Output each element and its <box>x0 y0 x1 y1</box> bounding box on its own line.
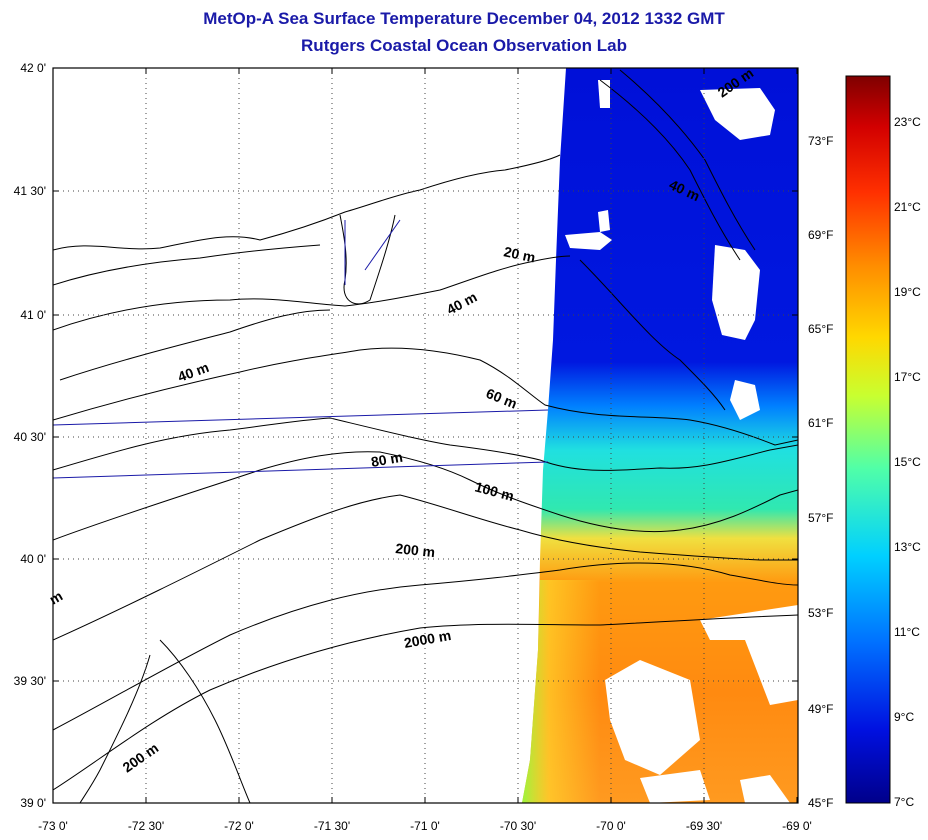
lon-label: -69 30' <box>686 819 722 833</box>
coastline-contours <box>53 69 798 803</box>
map-title: MetOp-A Sea Surface Temperature December… <box>203 9 725 28</box>
latitude-labels: 42 0' 41 30' 41 0' 40 30' 40 0' 39 30' 3… <box>14 61 46 810</box>
fahrenheit-label: 69°F <box>808 228 833 242</box>
lon-label: -69 0' <box>782 819 812 833</box>
celsius-label: 13°C <box>894 540 921 554</box>
celsius-label: 7°C <box>894 795 914 809</box>
depth-label: 40 m <box>444 289 480 318</box>
colorbar-celsius-labels: 23°C 21°C 19°C 17°C 15°C 13°C 11°C 9°C 7… <box>894 115 921 809</box>
axis-ticks <box>52 68 798 803</box>
lat-label: 39 0' <box>20 796 46 810</box>
lon-label: -71 0' <box>410 819 440 833</box>
lat-label: 39 30' <box>14 674 46 688</box>
lat-label: 42 0' <box>20 61 46 75</box>
celsius-label: 19°C <box>894 285 921 299</box>
fahrenheit-label: 53°F <box>808 606 833 620</box>
depth-label: 60 m <box>484 385 520 412</box>
lat-label: 41 30' <box>14 184 46 198</box>
fahrenheit-label: 73°F <box>808 134 833 148</box>
map-subtitle: Rutgers Coastal Ocean Observation Lab <box>301 36 627 55</box>
lat-label: 41 0' <box>20 308 46 322</box>
fahrenheit-label: 49°F <box>808 702 833 716</box>
celsius-label: 11°C <box>894 625 920 639</box>
lon-label: -71 30' <box>314 819 350 833</box>
lat-label: 40 0' <box>20 552 46 566</box>
shipping-lanes <box>52 219 549 479</box>
fahrenheit-label: 57°F <box>808 511 833 525</box>
depth-label: 20 m <box>502 243 537 265</box>
celsius-label: 15°C <box>894 455 921 469</box>
colorbar <box>845 75 891 804</box>
lon-label: -73 0' <box>38 819 68 833</box>
lon-label: -70 0' <box>596 819 626 833</box>
depth-label: 200 m <box>395 540 436 560</box>
fahrenheit-label: 65°F <box>808 322 833 336</box>
sst-swath <box>522 68 798 803</box>
graticule <box>53 68 798 803</box>
lon-label: -72 30' <box>128 819 164 833</box>
lon-label: -70 30' <box>500 819 536 833</box>
longitude-labels: -73 0' -72 30' -72 0' -71 30' -71 0' -70… <box>38 819 812 833</box>
depth-label: 2000 m <box>403 627 453 651</box>
depth-label: 40 m <box>176 359 211 385</box>
depth-label: 100 m <box>473 478 515 504</box>
depth-label: 200 m <box>120 740 162 776</box>
lon-label: -72 0' <box>224 819 254 833</box>
celsius-label: 23°C <box>894 115 921 129</box>
celsius-label: 9°C <box>894 710 914 724</box>
lat-label: 40 30' <box>14 430 46 444</box>
colorbar-fahrenheit-labels: 73°F 69°F 65°F 61°F 57°F 53°F 49°F 45°F <box>808 134 833 810</box>
fahrenheit-label: 61°F <box>808 416 833 430</box>
depth-label: m <box>47 588 66 608</box>
fahrenheit-label: 45°F <box>808 796 833 810</box>
celsius-label: 17°C <box>894 370 921 384</box>
celsius-label: 21°C <box>894 200 921 214</box>
depth-label: 80 m <box>370 449 404 470</box>
